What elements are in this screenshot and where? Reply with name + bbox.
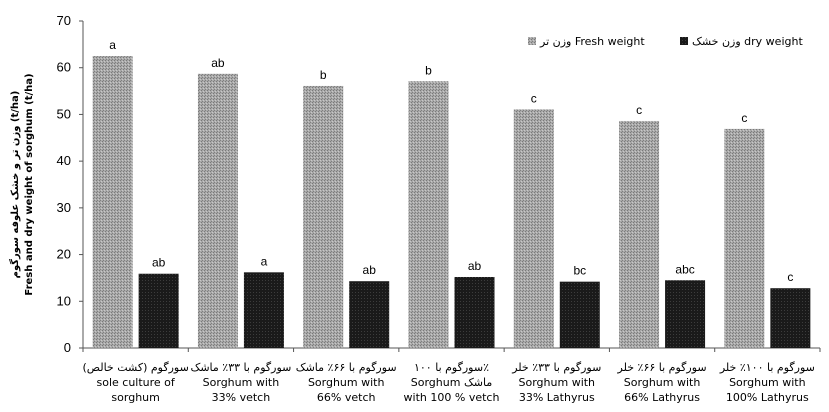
fresh-weight-bar	[303, 85, 344, 348]
category-label-line: sole culture of	[96, 376, 175, 389]
y-tick-label: 30	[57, 200, 71, 215]
category-label-line: sorghum	[111, 391, 159, 404]
y-axis-label: وزن تر و خشک علوفه سورگوم (t/ha) Fresh an…	[8, 73, 35, 295]
significance-label: b	[425, 63, 432, 77]
significance-label: ab	[152, 256, 166, 270]
category-label-line: 100% Lathyrus	[726, 391, 809, 404]
fresh-weight-bar	[619, 120, 660, 349]
dry-weight-bar	[138, 273, 179, 348]
significance-label: c	[636, 103, 642, 117]
y-tick-label: 50	[57, 106, 71, 121]
category-label-line: Sorghum with	[624, 376, 701, 389]
category-label-line: 66% vetch	[317, 391, 376, 404]
legend-swatch-dry	[680, 37, 688, 45]
dry-weight-bar	[243, 272, 284, 348]
category-label-line: Sorghum with	[729, 376, 806, 389]
legend-label-fresh: وزن تر Fresh weight	[539, 35, 645, 48]
fresh-weight-bar	[513, 109, 554, 348]
category-labels: سورگوم (کشت خالص) sole culture of sorghum س…	[82, 361, 814, 404]
category-label-line: Sorghum with	[519, 376, 596, 389]
y-tick-label: 0	[64, 340, 71, 355]
y-axis-label-line: Fresh and dry weight of sorghum (t/ha)	[24, 73, 35, 295]
category-label-line: 33% Lathyrus	[519, 391, 595, 404]
category-label-line: سورگوم با ۶۶٪ ماشک	[296, 361, 397, 374]
category-label-line: Sorghum ماشک	[411, 376, 493, 389]
y-axis-label-line: وزن تر و خشک علوفه سورگوم (t/ha)	[8, 91, 21, 279]
y-tick-label: 10	[57, 293, 71, 308]
legend-swatch-fresh	[528, 37, 536, 45]
significance-label: c	[741, 111, 747, 125]
category-label-line: سورگوم با ۱۰۰٪	[414, 361, 489, 374]
dry-weight-bar	[454, 276, 495, 348]
fresh-weight-bar	[92, 56, 133, 349]
category-label-line: Sorghum with	[203, 376, 280, 389]
fresh-weight-bar	[408, 81, 449, 349]
fresh-weight-bar	[197, 73, 238, 348]
significance-label: b	[320, 68, 327, 82]
category-label-line: with 100 % vetch	[404, 391, 500, 404]
significance-label: c	[787, 270, 793, 284]
legend: وزن تر Fresh weight وزن خشک dry weight	[528, 35, 803, 48]
significance-label: ab	[363, 263, 377, 277]
y-tick-label: 40	[57, 153, 71, 168]
fresh-weight-bar	[724, 128, 765, 348]
significance-label: c	[531, 91, 537, 105]
category-label-line: سورگوم با ۱۰۰٪ خلر	[719, 361, 815, 374]
category-label-line: Sorghum with	[308, 376, 385, 389]
category-label-line: سورگوم با ۶۶٪ خلر	[617, 361, 707, 374]
dry-weight-bar	[559, 281, 600, 348]
significance-label: abc	[675, 262, 694, 276]
bars	[92, 56, 811, 349]
category-label-line: سورگوم با ۳۳٪ خلر	[511, 361, 601, 374]
category-label-line: 66% Lathyrus	[624, 391, 700, 404]
significance-label: bc	[573, 264, 586, 278]
y-tick-label: 60	[57, 60, 71, 75]
legend-label-dry: وزن خشک dry weight	[692, 35, 803, 48]
dry-weight-bar	[349, 281, 390, 348]
significance-label: ab	[211, 56, 225, 70]
category-label-line: 33% vetch	[212, 391, 271, 404]
significance-label: a	[261, 254, 268, 268]
dry-weight-bar	[770, 288, 811, 348]
category-label-line: سورگوم با ۳۳٪ ماشک	[190, 361, 291, 374]
significance-label: a	[109, 38, 116, 52]
category-label-line: سورگوم (کشت خالص)	[82, 361, 188, 374]
y-tick-label: 70	[57, 13, 71, 28]
dry-weight-bar	[665, 280, 706, 348]
y-tick-label: 20	[57, 247, 71, 262]
significance-label: ab	[468, 259, 482, 273]
